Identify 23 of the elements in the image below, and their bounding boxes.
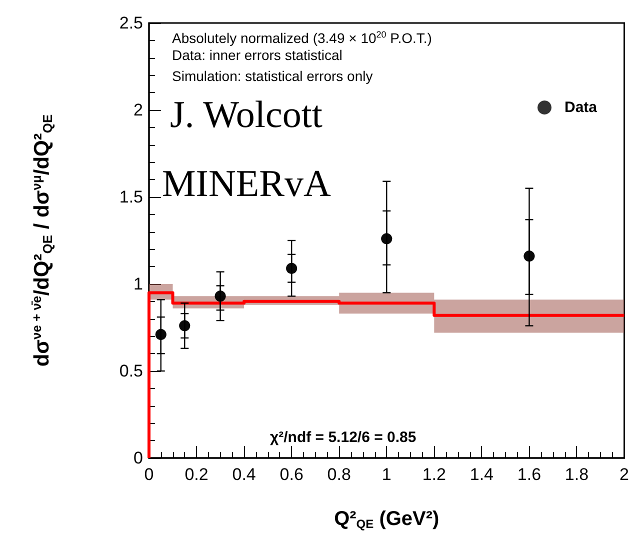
x-tick-label: 1.6 bbox=[517, 465, 542, 484]
annotation: Data: inner errors statistical bbox=[172, 47, 342, 63]
x-tick-label: 1.2 bbox=[422, 465, 446, 484]
x-tick-label: 1 bbox=[382, 465, 392, 484]
x-tick-label: 0.8 bbox=[327, 465, 351, 484]
x-tick-label: 0.6 bbox=[280, 465, 304, 484]
x-tick-label: 1.4 bbox=[470, 465, 494, 484]
y-tick-label: 1 bbox=[134, 274, 143, 294]
y-tick-label: 0 bbox=[134, 448, 143, 468]
annotation: Simulation: statistical errors only bbox=[172, 68, 373, 84]
legend-label: Data bbox=[564, 99, 598, 116]
y-tick-label: 0.5 bbox=[119, 362, 143, 380]
annotation: J. Wolcott bbox=[170, 94, 323, 136]
annotation: MINERvA bbox=[162, 163, 332, 205]
x-tick-label: 0.2 bbox=[184, 465, 208, 484]
annotation: χ²/ndf = 5.12/6 = 0.85 bbox=[270, 429, 416, 446]
y-tick-label: 2.5 bbox=[119, 14, 143, 32]
x-tick-label: 2 bbox=[620, 465, 630, 484]
x-tick-label: 0.4 bbox=[232, 465, 256, 484]
x-tick-label: 1.8 bbox=[564, 465, 589, 484]
y-tick-label: 2 bbox=[134, 100, 143, 120]
y-axis-title: dσνe + ν̄e/dQ²QE / dσνμ/dQ²QE bbox=[29, 114, 55, 367]
y-tick-label: 1.5 bbox=[119, 188, 143, 206]
